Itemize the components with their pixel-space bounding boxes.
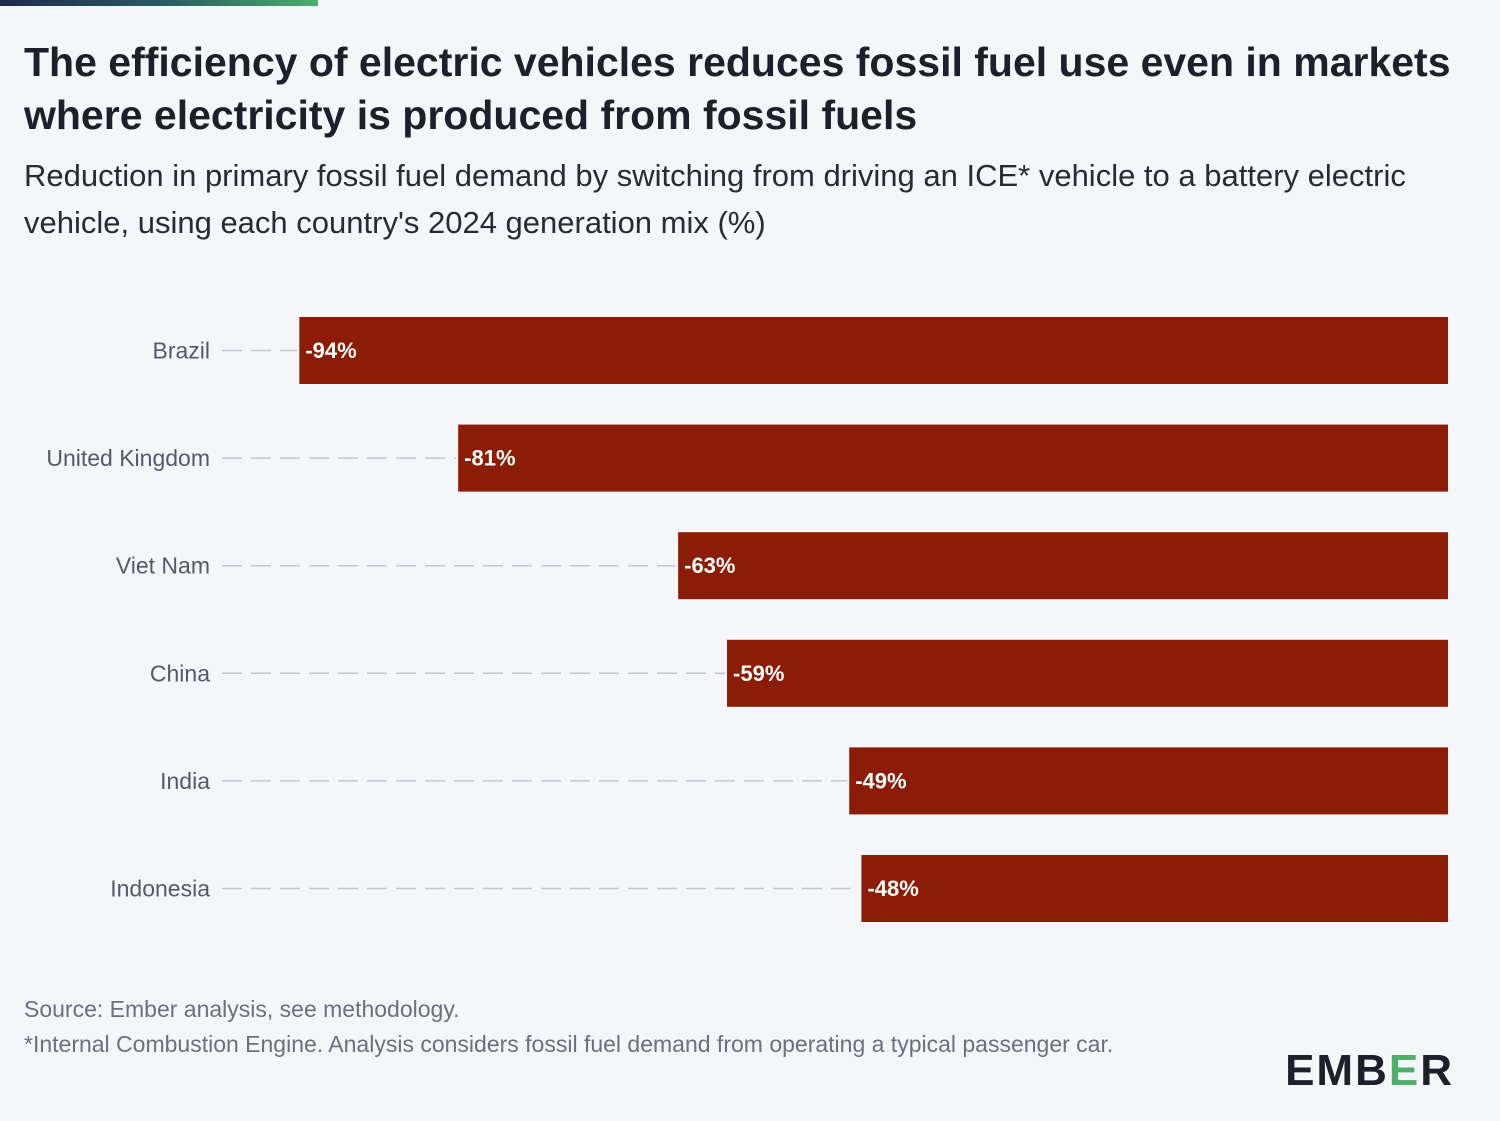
chart-title: The efficiency of electric vehicles redu… — [24, 39, 1451, 138]
footnote: *Internal Combustion Engine. Analysis co… — [24, 1031, 1114, 1057]
logo-letter: R — [1420, 1046, 1454, 1095]
chart-subtitle: Reduction in primary fossil fuel demand … — [24, 158, 1406, 240]
value-label: -81% — [464, 446, 515, 471]
logo-letter: E — [1388, 1046, 1421, 1095]
bar — [727, 639, 1448, 707]
bar — [861, 855, 1448, 922]
logo-letter: B — [1355, 1046, 1389, 1095]
value-label: -48% — [867, 876, 918, 901]
source-note: Source: Ember analysis, see methodology. — [24, 996, 460, 1022]
bar — [299, 317, 1448, 384]
category-label: China — [150, 660, 210, 686]
category-label: United Kingdom — [46, 445, 210, 471]
bar — [458, 424, 1448, 492]
value-label: -94% — [305, 338, 356, 363]
category-label: Viet Nam — [116, 553, 210, 579]
bar — [678, 532, 1448, 600]
logo-letter: E — [1285, 1046, 1317, 1095]
bar — [849, 747, 1448, 815]
chart-footer: Source: Ember analysis, see methodology.… — [24, 992, 1144, 1062]
value-label: -49% — [855, 768, 906, 793]
value-label: -59% — [733, 661, 784, 686]
value-label: -63% — [684, 553, 735, 578]
chart-plot-area: Brazil -94% United Kingdom -81% Viet Nam -63%… — [46, 317, 1448, 922]
category-label: Indonesia — [110, 876, 210, 902]
category-label: India — [160, 768, 210, 794]
category-label: Brazil — [152, 338, 210, 364]
ember-logo: EMBER — [1285, 1046, 1454, 1096]
logo-letter: M — [1316, 1046, 1356, 1095]
top-accent-bar — [0, 0, 318, 6]
